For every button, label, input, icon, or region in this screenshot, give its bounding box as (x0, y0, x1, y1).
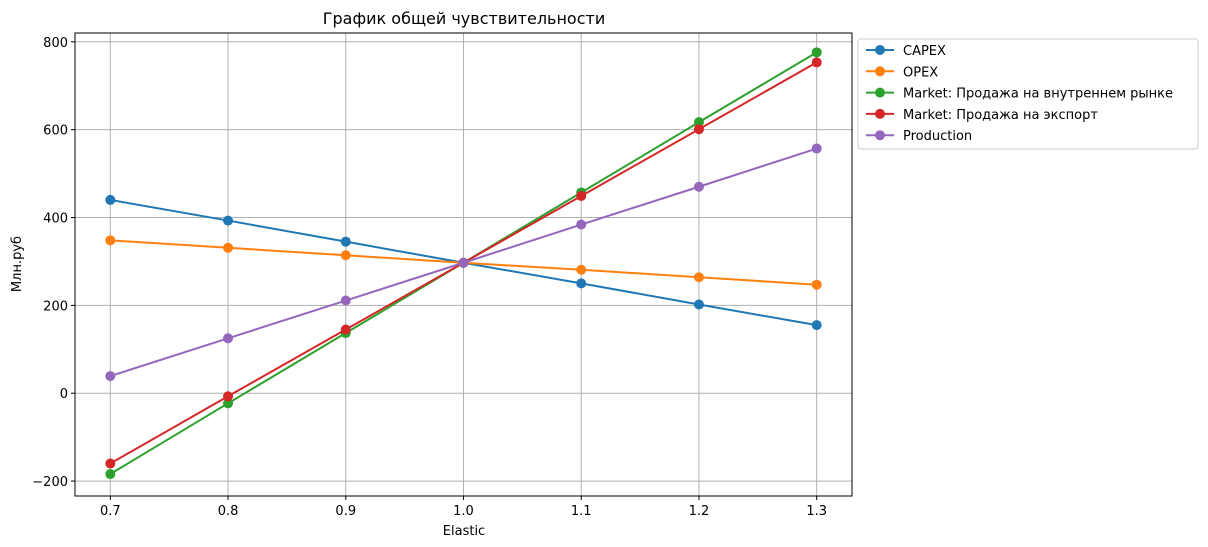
x-tick-label: 1.0 (453, 504, 474, 519)
x-tick-label: 1.3 (806, 504, 827, 519)
legend-marker (875, 87, 885, 98)
legend-entry: Production (866, 129, 972, 144)
data-point (105, 194, 116, 205)
data-point (340, 236, 351, 247)
y-tick-label: 600 (43, 124, 68, 139)
data-point (340, 295, 351, 306)
data-point (693, 124, 704, 135)
legend-entry: CAPEX (866, 44, 946, 59)
x-tick-label: 0.8 (218, 504, 239, 519)
legend-label: CAPEX (903, 44, 946, 59)
data-point (693, 299, 704, 310)
data-point (340, 324, 351, 335)
legend-label: OPEX (903, 65, 938, 80)
data-point (223, 391, 234, 402)
y-tick-label: −200 (32, 475, 68, 490)
chart-title: График общей чувствительности (323, 9, 605, 28)
legend-marker (875, 108, 885, 119)
legend-label: Market: Продажа на экспорт (903, 108, 1098, 123)
y-tick-label: 200 (43, 299, 68, 314)
data-point (693, 272, 704, 283)
legend-marker (875, 130, 885, 141)
x-tick-label: 0.7 (100, 504, 121, 519)
x-tick-label: 1.1 (571, 504, 592, 519)
data-point (693, 117, 704, 128)
legend-marker (875, 45, 885, 55)
x-axis-ticks: 0.7 0.8 0.9 1.0 1.1 1.2 1.3 (100, 496, 827, 519)
y-axis-ticks: −200 0 200 400 600 800 (32, 36, 75, 490)
y-axis-label: Млн.руб (10, 236, 25, 292)
series-4 (105, 143, 822, 382)
data-point (223, 333, 234, 344)
data-point (458, 257, 469, 268)
data-point (576, 219, 587, 230)
data-point (340, 250, 351, 261)
x-tick-label: 0.9 (335, 504, 356, 519)
legend-marker (875, 66, 885, 77)
legend-label: Market: Продажа на внутреннем рынке (903, 87, 1173, 102)
data-point (223, 398, 234, 409)
legend-label: Production (903, 129, 972, 144)
series-lines (105, 47, 822, 480)
data-point (105, 371, 116, 382)
data-point (811, 279, 822, 290)
y-tick-label: 0 (60, 387, 68, 402)
legend-box (857, 38, 1199, 150)
legend-entry: Market: Продажа на экспорт (866, 108, 1098, 123)
y-tick-label: 800 (43, 36, 68, 51)
x-tick-label: 1.2 (689, 504, 710, 519)
data-point (811, 47, 822, 58)
data-point (223, 215, 234, 226)
data-point (811, 57, 822, 68)
data-point (105, 458, 116, 469)
legend-entry: Market: Продажа на внутреннем рынке (866, 87, 1173, 102)
x-axis-label: Elastic (443, 524, 485, 539)
legend-entry: OPEX (866, 65, 938, 80)
legend: CAPEX OPEX Market: Продажа на внутреннем р… (857, 38, 1199, 150)
data-point (811, 320, 822, 331)
data-point (576, 264, 587, 275)
data-point (105, 235, 116, 246)
data-point (811, 143, 822, 154)
data-point (576, 190, 587, 201)
data-point (576, 278, 587, 289)
data-point (223, 242, 234, 253)
y-tick-label: 400 (43, 211, 68, 226)
grid (75, 33, 852, 496)
legend-items: CAPEX OPEX Market: Продажа на внутреннем р… (866, 44, 1173, 144)
data-point (693, 181, 704, 192)
data-point (105, 469, 116, 480)
